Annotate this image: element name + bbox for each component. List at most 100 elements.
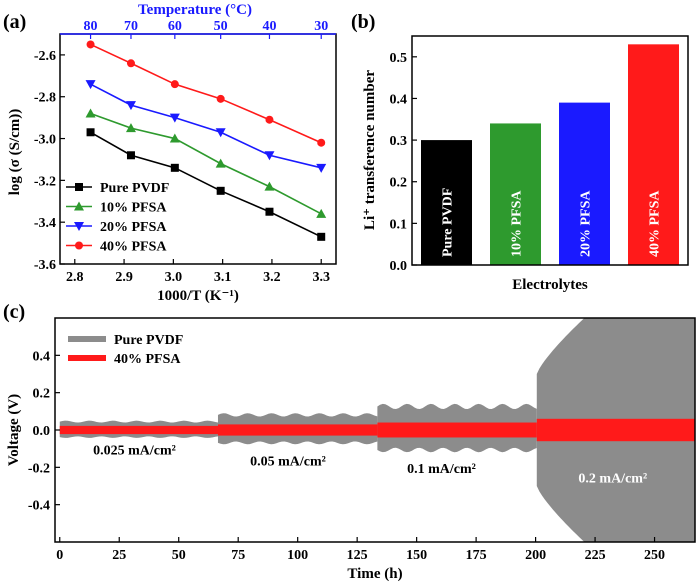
chart-a-point xyxy=(215,158,226,168)
chart-a-point xyxy=(85,80,96,90)
chart-b-y-tick-label: 0.0 xyxy=(390,259,408,274)
chart-c-xlabel: Time (h) xyxy=(347,566,402,582)
chart-b-bar-0 xyxy=(421,140,472,265)
chart-a-series-line-0 xyxy=(90,131,322,238)
chart-b-bar-2 xyxy=(559,102,610,265)
chart-a-x-tick-label: 3.1 xyxy=(214,270,232,285)
chart-c-x-tick-label: 50 xyxy=(172,548,186,563)
chart-a: Temperature (°C) 2.8 2.9 3.0 3.1 3.2 3.3 -2.6 -… xyxy=(7,2,337,304)
chart-c-red-band-3 xyxy=(536,418,695,442)
chart-c-red-band-0 xyxy=(59,425,218,435)
chart-c-red-band-2 xyxy=(377,422,537,438)
chart-c-legend-label: Pure PVDF xyxy=(114,333,183,348)
chart-a-top-tick-label: 50 xyxy=(214,19,228,34)
chart-b-bar-label: 10% PFSA xyxy=(510,190,525,257)
chart-a-point xyxy=(86,40,95,49)
chart-a-point xyxy=(170,80,179,89)
chart-a-top-tick-label: 40 xyxy=(262,19,276,34)
chart-b-frame xyxy=(411,35,689,266)
chart-a-legend-label: Pure PVDF xyxy=(100,181,169,196)
chart-c: 0.025 mA/cm² 0.05 mA/cm² 0.1 mA/cm² 0.2 mA/… xyxy=(6,317,696,582)
chart-c-stage-label: 0.05 mA/cm² xyxy=(250,454,326,469)
chart-a-x-tick-label: 3.0 xyxy=(165,270,183,285)
chart-a-series-line-1 xyxy=(90,112,322,215)
chart-a-legend-marker xyxy=(75,241,83,250)
chart-a-top-tick-label: 60 xyxy=(168,19,182,34)
chart-c-red-band-1 xyxy=(217,424,378,436)
chart-a-x-tick-label: 2.9 xyxy=(115,270,133,285)
chart-b-y-tick-label: 0.1 xyxy=(390,217,408,232)
chart-c-x-tick-label: 100 xyxy=(287,548,308,563)
chart-c-stage-label: 0.2 mA/cm² xyxy=(578,471,647,486)
chart-b-bar-label: 20% PFSA xyxy=(579,190,594,257)
chart-a-x-tick-label: 3.2 xyxy=(263,270,281,285)
chart-c-stage-label: 0.1 mA/cm² xyxy=(407,462,476,477)
chart-a-y-tick-label: -3.4 xyxy=(34,216,56,231)
chart-a-legend-label: 10% PFSA xyxy=(100,201,167,216)
chart-a-point xyxy=(169,133,180,143)
chart-b-y-tick-label: 0.3 xyxy=(390,134,408,149)
chart-a-top-axis-title: Temperature (°C) xyxy=(138,2,252,18)
chart-a-y-tick-label: -3.6 xyxy=(34,258,56,273)
chart-a-x-tick-label: 2.8 xyxy=(66,270,84,285)
chart-c-stage-label: 0.025 mA/cm² xyxy=(93,443,176,458)
chart-a-y-tick-label: -2.6 xyxy=(34,49,56,64)
chart-c-y-tick-label: 0.0 xyxy=(33,424,51,439)
panel-label-b: (b) xyxy=(351,11,375,33)
chart-a-point xyxy=(317,232,326,241)
chart-b-xlabel: Electrolytes xyxy=(512,277,588,293)
chart-c-x-tick-label: 75 xyxy=(231,548,245,563)
chart-a-ylabel: log (σ (S/cm)) xyxy=(7,109,23,195)
chart-a-point xyxy=(317,138,326,147)
chart-a-point xyxy=(169,113,180,123)
chart-a-y-tick-label: -2.8 xyxy=(34,91,56,106)
chart-c-y-tick-label: -0.2 xyxy=(28,461,50,476)
chart-c-x-tick-label: 150 xyxy=(406,548,427,563)
chart-a-point xyxy=(264,181,275,191)
chart-b-bar-1 xyxy=(490,123,541,265)
chart-a-point xyxy=(125,123,136,133)
chart-a-series-line-3 xyxy=(90,43,322,144)
chart-b-bar-label: 40% PFSA xyxy=(648,190,663,257)
chart-a-point xyxy=(126,59,135,68)
chart-c-x-tick-label: 125 xyxy=(347,548,368,563)
chart-c-x-tick-label: 250 xyxy=(644,548,665,563)
chart-a-legend-label: 40% PFSA xyxy=(100,240,167,255)
chart-c-legend-label: 40% PFSA xyxy=(114,352,181,367)
chart-b-y-tick-label: 0.2 xyxy=(390,176,408,191)
chart-a-y-tick-label: -3.2 xyxy=(34,174,56,189)
chart-a-legend-marker xyxy=(75,183,83,191)
chart-a-legend-marker xyxy=(74,201,84,211)
chart-c-y-tick-label: 0.4 xyxy=(33,349,51,364)
chart-a-point xyxy=(316,163,327,173)
chart-b: Pure PVDF 10% PFSA 20% PFSA 40% PFSA 0.0 0.1… xyxy=(362,35,689,293)
chart-b-bar-3 xyxy=(628,44,679,266)
chart-a-series-line-2 xyxy=(90,83,322,169)
chart-a-point xyxy=(125,101,136,111)
chart-a-point xyxy=(86,128,95,137)
chart-c-y-tick-label: -0.4 xyxy=(28,499,50,514)
chart-a-legend-label: 20% PFSA xyxy=(100,220,167,235)
chart-a-top-tick-label: 80 xyxy=(84,19,98,34)
chart-c-ylabel: Voltage (V) xyxy=(6,394,22,466)
chart-a-top-tick-label: 30 xyxy=(314,19,328,34)
chart-c-x-tick-label: 200 xyxy=(525,548,546,563)
chart-a-point xyxy=(265,115,274,124)
chart-c-x-tick-label: 0 xyxy=(56,548,63,563)
panel-label-c: (c) xyxy=(3,301,25,323)
chart-a-point xyxy=(215,128,226,138)
chart-b-y-tick-label: 0.4 xyxy=(390,92,408,107)
chart-a-x-tick-label: 3.3 xyxy=(312,270,330,285)
chart-a-point xyxy=(216,186,225,195)
chart-b-ylabel: Li⁺ transference number xyxy=(362,70,378,230)
chart-a-point xyxy=(170,163,179,172)
chart-c-x-tick-label: 25 xyxy=(112,548,126,563)
chart-c-y-tick-label: 0.2 xyxy=(33,387,51,402)
chart-b-y-tick-label: 0.5 xyxy=(390,51,408,66)
chart-b-bar-label: Pure PVDF xyxy=(441,188,456,257)
chart-a-top-tick-label: 70 xyxy=(124,19,138,34)
panel-label-a: (a) xyxy=(3,11,26,33)
chart-a-point xyxy=(216,94,225,103)
chart-a-point xyxy=(265,207,274,216)
